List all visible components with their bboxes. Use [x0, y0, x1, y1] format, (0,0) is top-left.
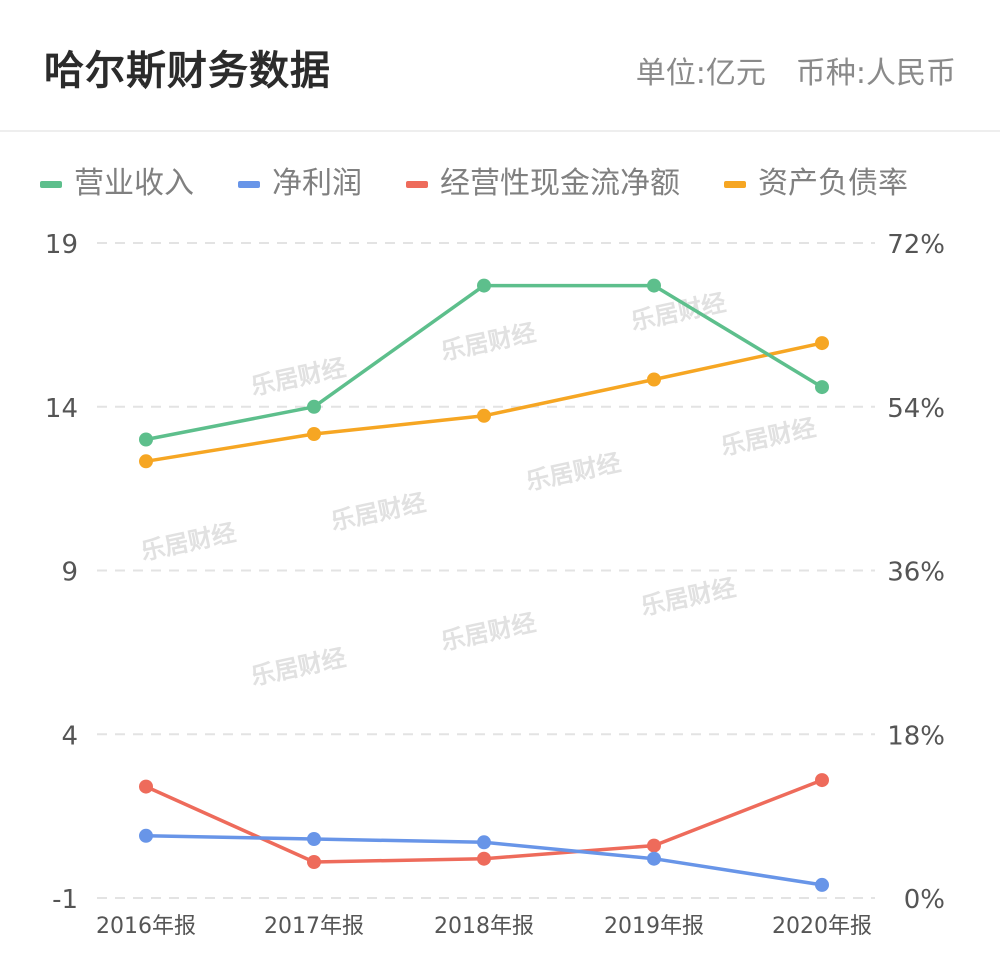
right-axis-tick: 72%: [887, 230, 945, 260]
left-axis-tick: 4: [61, 721, 78, 751]
x-axis-tick: 2016年报: [96, 914, 196, 939]
series-line: [145, 778, 823, 864]
right-axis-tick: 54%: [887, 394, 945, 424]
legend-swatch-net-profit: [238, 181, 260, 188]
legend-swatch-debt-ratio: [724, 181, 746, 188]
data-point: [139, 454, 153, 469]
watermark-text: 乐居财经: [523, 449, 623, 496]
legend-swatch-cash-flow: [406, 181, 428, 188]
watermark-text: 乐居财经: [438, 319, 538, 366]
data-point: [647, 838, 661, 853]
chart-header: 哈尔斯财务数据 单位:亿元 币种:人民币: [0, 0, 1000, 132]
data-point: [477, 851, 491, 866]
data-point: [815, 336, 829, 351]
legend-label-cash-flow: 经营性现金流净额: [440, 166, 680, 201]
data-point: [477, 408, 491, 423]
data-point: [815, 877, 829, 892]
left-axis-tick: 19: [45, 230, 78, 260]
data-point: [307, 399, 321, 414]
left-axis-tick: 14: [45, 394, 78, 424]
data-point: [139, 828, 153, 843]
watermark-text: 乐居财经: [638, 574, 738, 621]
chart-title: 哈尔斯财务数据: [44, 48, 331, 94]
x-axis-tick: 2019年报: [604, 914, 704, 939]
data-point: [647, 851, 661, 866]
right-axis-tick: 0%: [904, 885, 945, 915]
watermark-text: 乐居财经: [328, 489, 428, 536]
legend-label-net-profit: 净利润: [272, 166, 362, 201]
data-point: [139, 432, 153, 447]
data-point: [815, 773, 829, 788]
watermark-text: 乐居财经: [438, 609, 538, 656]
data-point: [307, 855, 321, 869]
data-point: [307, 832, 321, 846]
left-axis-tick: 9: [61, 558, 78, 588]
data-point: [477, 835, 491, 850]
right-axis-tick: 18%: [887, 721, 945, 751]
watermark-text: 乐居财经: [718, 414, 818, 461]
watermark-text: 乐居财经: [138, 519, 238, 566]
legend-label-revenue: 营业收入: [74, 166, 194, 201]
legend-swatch-revenue: [40, 181, 62, 188]
data-point: [139, 779, 153, 794]
x-axis-tick: 2020年报: [772, 914, 872, 939]
watermark-text: 乐居财经: [248, 644, 348, 691]
unit-label: 单位:亿元: [635, 56, 766, 91]
data-point: [307, 427, 321, 441]
data-point: [815, 380, 829, 395]
data-point: [647, 372, 661, 387]
watermark-text: 乐居财经: [628, 289, 728, 336]
x-axis-tick: 2018年报: [434, 914, 534, 939]
unit-info: 单位:亿元 币种:人民币: [636, 48, 956, 92]
x-axis-tick: 2017年报: [264, 914, 364, 939]
right-axis-tick: 36%: [887, 558, 945, 588]
currency-label: 币种:人民币: [795, 56, 956, 91]
data-point: [477, 278, 491, 293]
legend-label-debt-ratio: 资产负债率: [758, 166, 908, 201]
left-axis-tick: -1: [52, 885, 78, 915]
data-point: [647, 278, 661, 293]
